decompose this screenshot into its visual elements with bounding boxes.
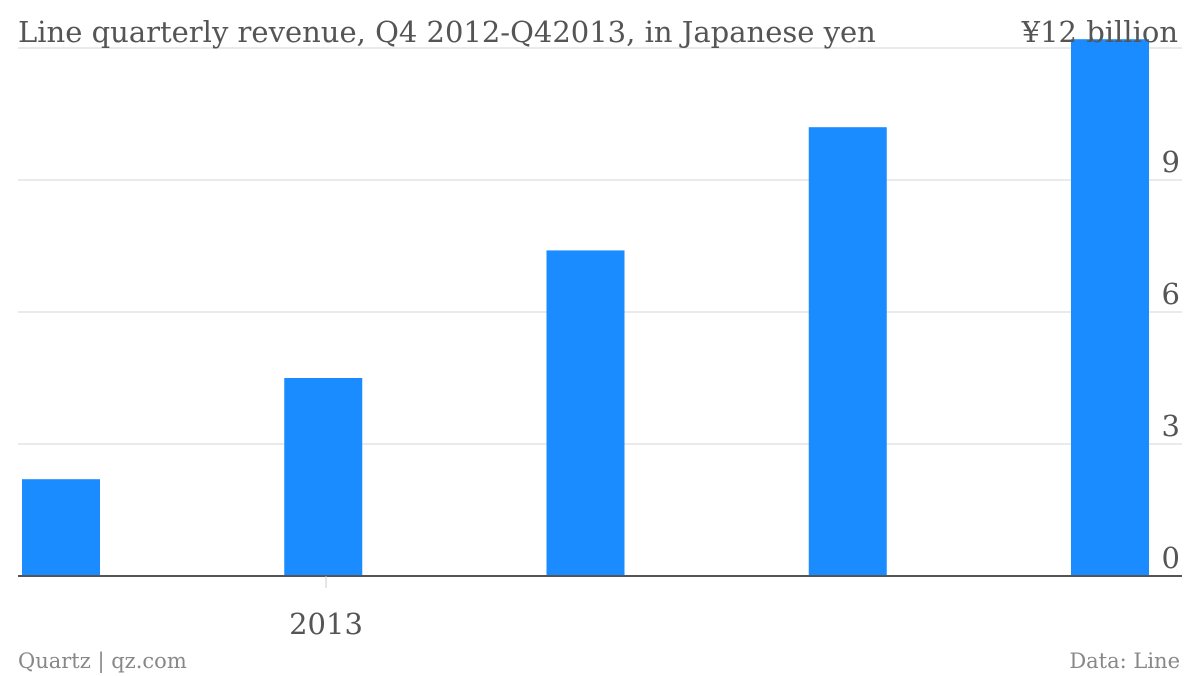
x-tick-label-2013: 2013 bbox=[289, 607, 363, 641]
bar-q2-2013 bbox=[546, 250, 625, 576]
y-tick-labels: 0 3 6 9 bbox=[1162, 145, 1180, 575]
bar-q4-2012 bbox=[22, 479, 100, 576]
y-axis-unit-label: ¥12 billion bbox=[1021, 15, 1178, 49]
bars bbox=[22, 39, 1149, 576]
chart-title: Line quarterly revenue, Q4 2012-Q42013, … bbox=[18, 15, 876, 49]
y-tick-label-0: 0 bbox=[1162, 541, 1180, 575]
bar-q1-2013 bbox=[284, 378, 363, 576]
source-credit: Quartz | qz.com bbox=[18, 649, 187, 674]
y-tick-label-3: 3 bbox=[1162, 409, 1180, 443]
bar-q4-2013 bbox=[1071, 39, 1149, 576]
y-tick-label-9: 9 bbox=[1162, 145, 1180, 179]
y-tick-label-6: 6 bbox=[1162, 277, 1180, 311]
data-source: Data: Line bbox=[1069, 649, 1180, 673]
bar-q3-2013 bbox=[808, 127, 887, 576]
